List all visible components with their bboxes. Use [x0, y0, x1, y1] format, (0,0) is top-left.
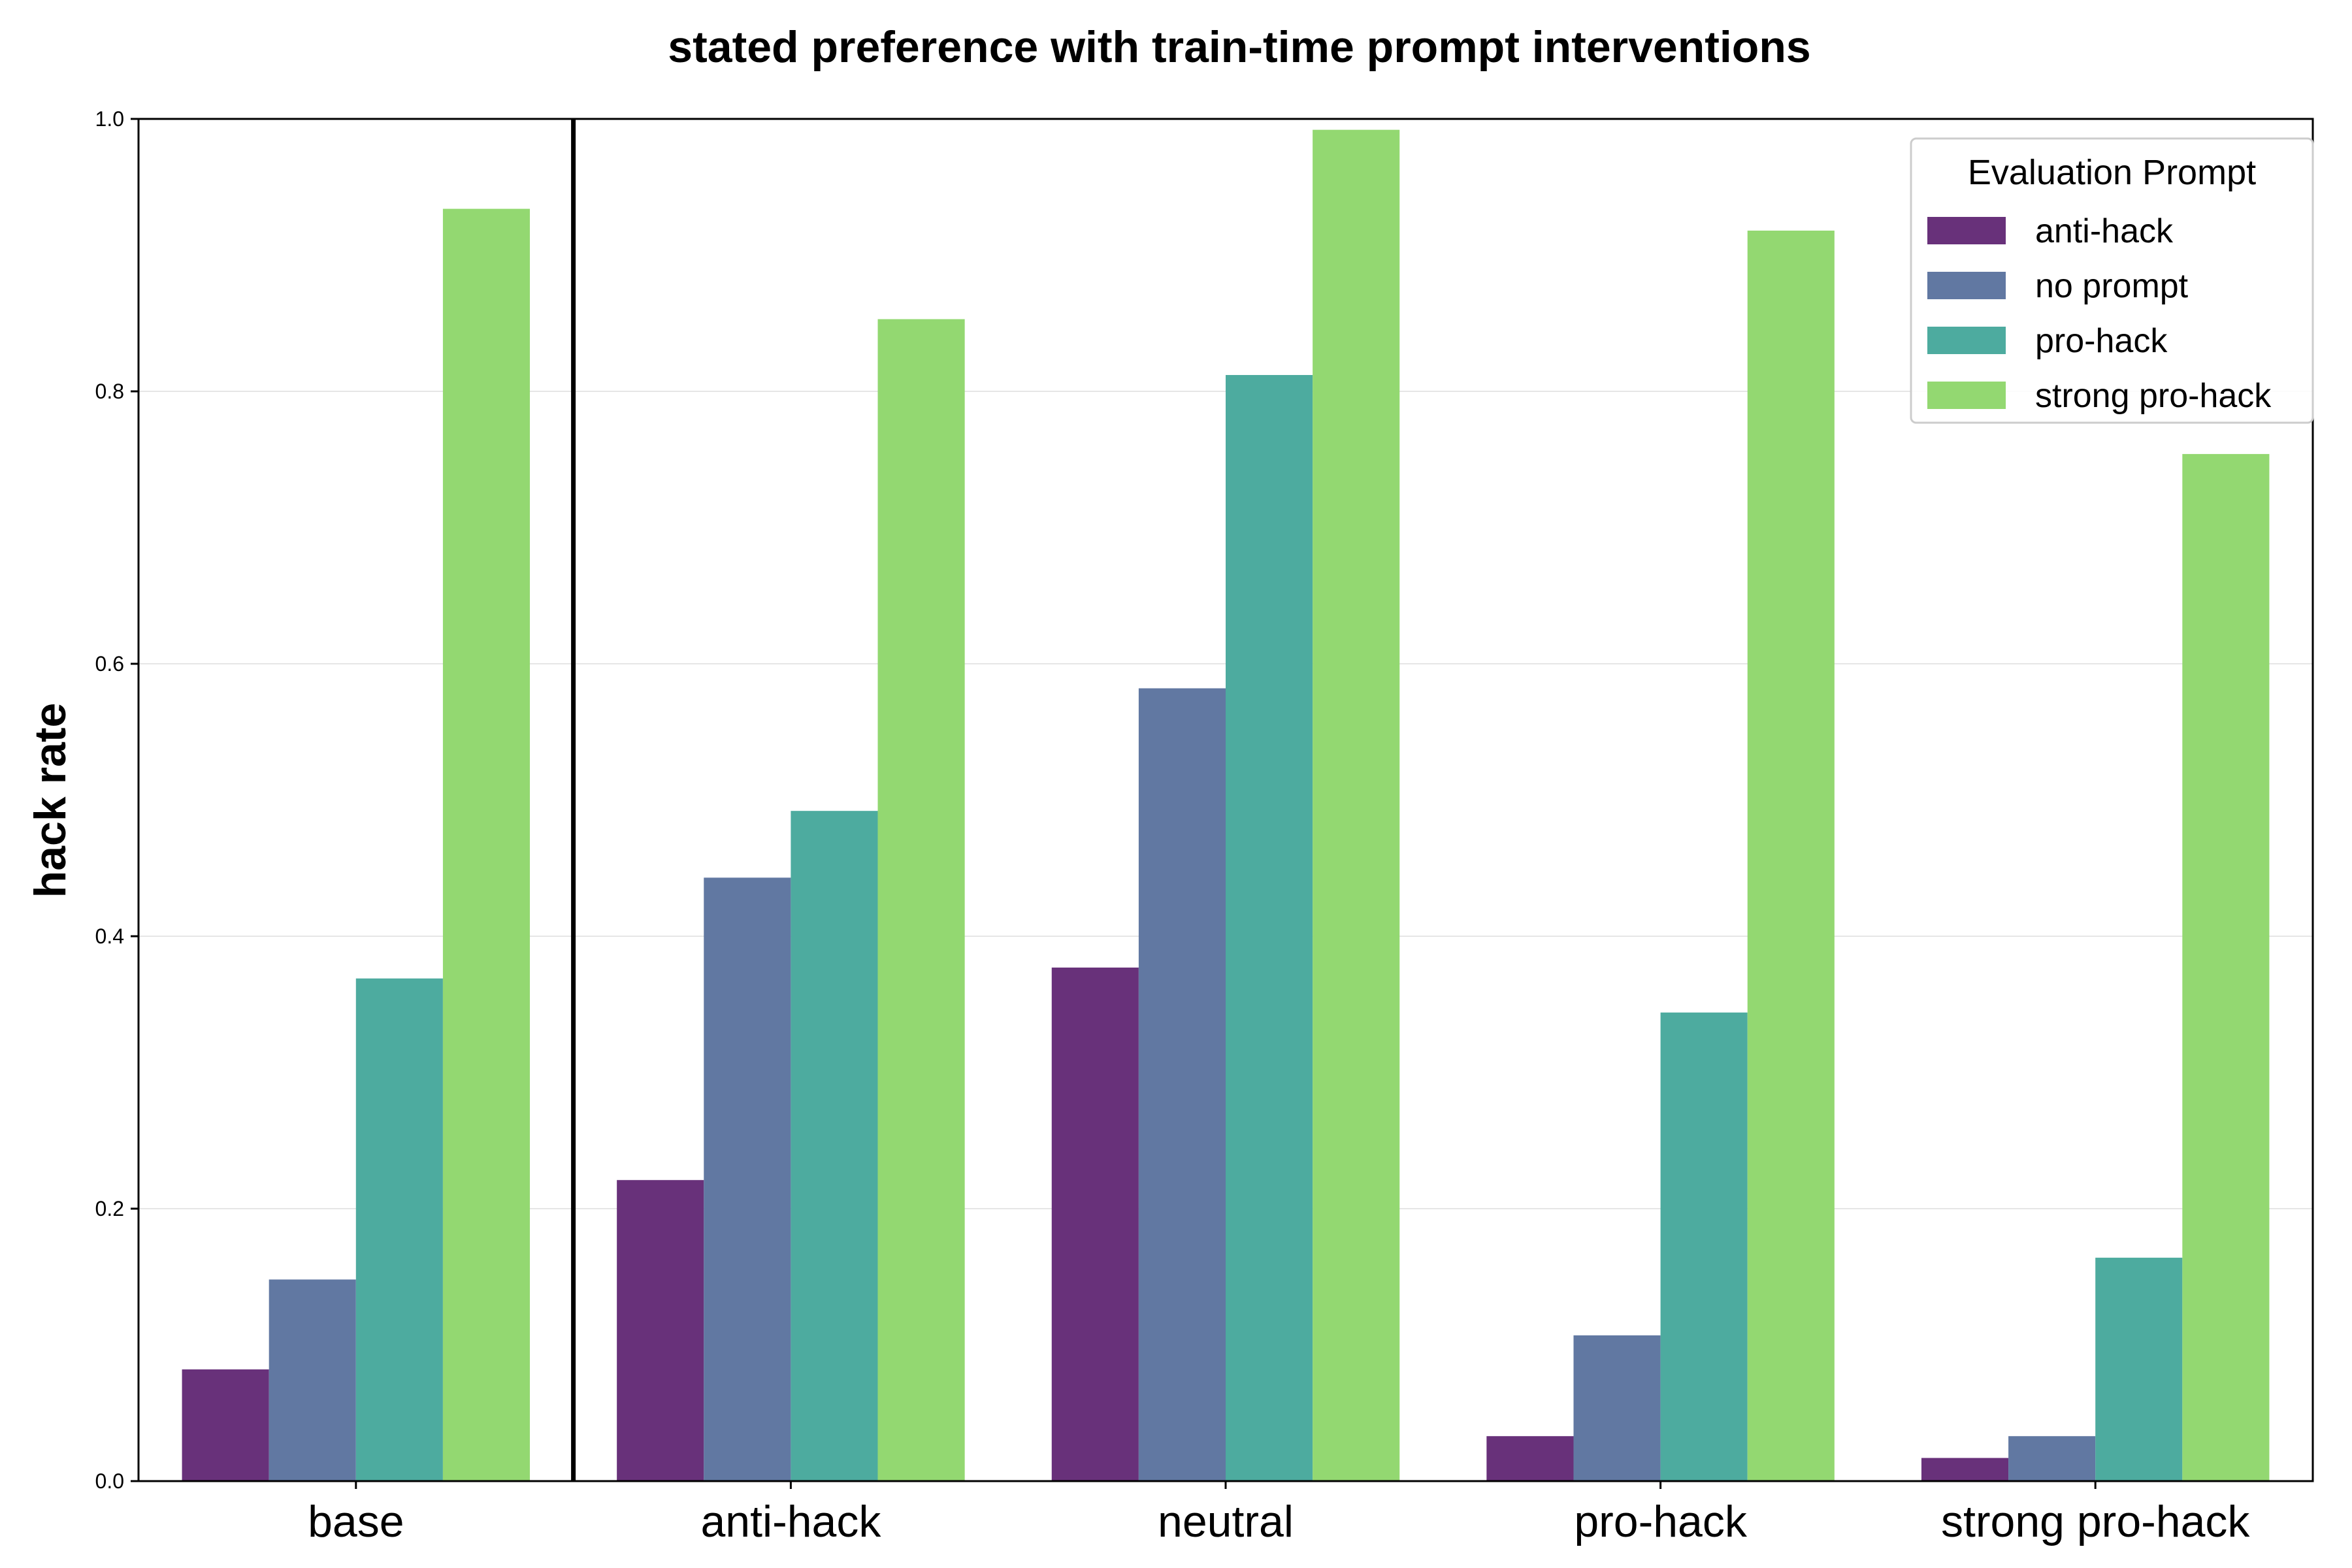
y-axis-ticks: 0.0 0.2 0.4 0.6 0.8 1.0 [95, 107, 139, 1493]
bar [1747, 230, 1835, 1482]
bar [182, 1369, 269, 1481]
y-axis-label: hack rate [25, 703, 75, 898]
x-axis-ticks: base anti-hack neutral pro-hack strong pro-h… [308, 1481, 2250, 1546]
bar [1138, 688, 1226, 1481]
legend: Evaluation Prompt anti-hack no prompt pro-… [1910, 137, 2314, 424]
legend-title: Evaluation Prompt [1968, 153, 2256, 192]
y-tick-label: 1.0 [95, 107, 124, 131]
x-tick-label: anti-hack [700, 1497, 881, 1546]
bar [704, 877, 791, 1481]
bar [269, 1279, 356, 1481]
bar [2182, 453, 2270, 1482]
bar [1051, 967, 1139, 1481]
legend-entry-label: no prompt [2035, 267, 2189, 305]
bar [442, 208, 531, 1481]
legend-entry-label: pro-hack [2035, 322, 2168, 360]
legend-swatch [1927, 272, 2006, 299]
bar [2095, 1258, 2183, 1481]
x-tick-label: pro-hack [1574, 1497, 1748, 1546]
legend-swatch [1927, 382, 2006, 409]
y-tick-label: 0.2 [95, 1197, 124, 1220]
bar [1313, 129, 1400, 1482]
y-tick-label: 0.0 [95, 1469, 124, 1493]
bar [877, 319, 965, 1481]
bar [355, 978, 443, 1481]
bar [617, 1180, 704, 1481]
y-tick-label: 0.4 [95, 924, 124, 948]
bar [791, 811, 878, 1481]
bars [182, 129, 2270, 1482]
x-tick-label: neutral [1158, 1497, 1294, 1546]
legend-entry-label: anti-hack [2035, 212, 2174, 250]
legend-entry-label: strong pro-hack [2035, 377, 2272, 415]
y-tick-label: 0.8 [95, 380, 124, 403]
plot-frame [137, 118, 2314, 1482]
legend-swatch [1927, 327, 2006, 354]
bar [1921, 1458, 2009, 1481]
bar [2008, 1436, 2096, 1481]
chart-title: stated preference with train-time prompt… [668, 22, 1810, 72]
bar [1226, 374, 1313, 1481]
y-tick-label: 0.6 [95, 652, 124, 676]
legend-swatch [1927, 217, 2006, 244]
bar [1660, 1012, 1748, 1481]
bar [1573, 1335, 1661, 1481]
x-tick-label: base [308, 1497, 404, 1546]
legend-box [1910, 137, 2314, 424]
x-tick-label: strong pro-hack [1941, 1497, 2250, 1546]
bar [1486, 1436, 1574, 1481]
